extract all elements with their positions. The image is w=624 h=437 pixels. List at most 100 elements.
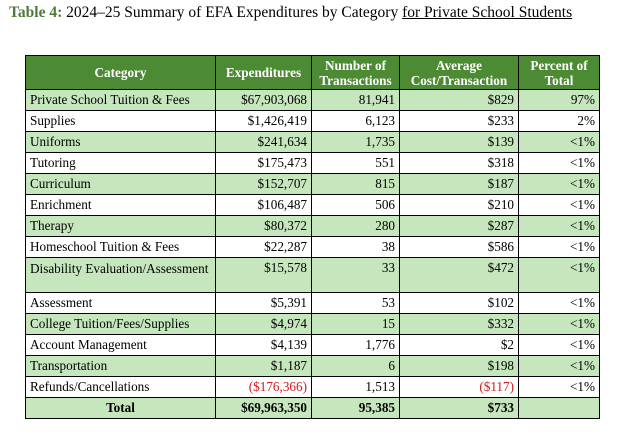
transactions-cell: 15	[311, 313, 400, 335]
avg-cost-cell: $233	[399, 110, 519, 132]
expenditures-cell: $175,473	[215, 152, 312, 174]
category-cell: Homeschool Tuition & Fees	[25, 236, 216, 258]
avg-cost-cell: $472	[399, 257, 519, 293]
category-cell: Private School Tuition & Fees	[25, 89, 216, 111]
category-cell: Account Management	[25, 334, 216, 356]
avg-cost-cell: $332	[399, 313, 519, 335]
category-cell: Curriculum	[25, 173, 216, 195]
table-title-underlined: for Private School Students	[402, 4, 573, 21]
category-cell: Therapy	[25, 215, 216, 237]
transactions-cell: 280	[311, 215, 400, 237]
expenditures-cell: $241,634	[215, 131, 312, 153]
transactions-cell: 81,941	[311, 89, 400, 111]
table-row: Tutoring $175,473 551 $318 <1%	[25, 152, 600, 174]
expenditures-cell: $22,287	[215, 236, 312, 258]
expenditures-cell: ($176,366)	[215, 376, 312, 398]
header-expenditures: Expenditures	[215, 55, 312, 90]
expenditures-cell: $106,487	[215, 194, 312, 216]
expenditures-cell: $5,391	[215, 292, 312, 314]
avg-cost-cell: $187	[399, 173, 519, 195]
percent-cell: 2%	[518, 110, 600, 132]
avg-cost-cell: $2	[399, 334, 519, 356]
total-label: Total	[25, 397, 216, 419]
transactions-cell: 53	[311, 292, 400, 314]
table-title: 2024–25 Summary of EFA Expenditures by C…	[66, 4, 399, 21]
expenditures-cell: $67,903,068	[215, 89, 312, 111]
total-percent	[518, 397, 600, 419]
percent-cell: <1%	[518, 152, 600, 174]
transactions-cell: 38	[311, 236, 400, 258]
percent-cell: <1%	[518, 236, 600, 258]
percent-cell: <1%	[518, 376, 600, 398]
avg-cost-cell: $287	[399, 215, 519, 237]
percent-cell: <1%	[518, 257, 600, 293]
table-row: Therapy $80,372 280 $287 <1%	[25, 215, 600, 237]
total-transactions: 95,385	[311, 397, 400, 419]
avg-cost-cell: $210	[399, 194, 519, 216]
table-row: Assessment $5,391 53 $102 <1%	[25, 292, 600, 314]
table-row: Curriculum $152,707 815 $187 <1%	[25, 173, 600, 195]
transactions-cell: 551	[311, 152, 400, 174]
transactions-cell: 1,776	[311, 334, 400, 356]
table-label: Table 4:	[9, 4, 63, 21]
expenditures-cell: $152,707	[215, 173, 312, 195]
expenditures-cell: $15,578	[215, 257, 312, 293]
expenditures-cell: $1,187	[215, 355, 312, 377]
header-average-cost: Average Cost/Transaction	[399, 55, 519, 90]
expenditures-table: Category Expenditures Number of Transacti…	[25, 55, 600, 419]
transactions-cell: 1,735	[311, 131, 400, 153]
expenditures-cell: $4,974	[215, 313, 312, 335]
category-cell: Assessment	[25, 292, 216, 314]
total-expenditures: $69,963,350	[215, 397, 312, 419]
category-cell: Tutoring	[25, 152, 216, 174]
category-cell: Supplies	[25, 110, 216, 132]
transactions-cell: 6	[311, 355, 400, 377]
transactions-cell: 33	[311, 257, 400, 293]
avg-cost-cell: $829	[399, 89, 519, 111]
header-transactions: Number of Transactions	[311, 55, 400, 90]
percent-cell: <1%	[518, 131, 600, 153]
avg-cost-cell: $318	[399, 152, 519, 174]
avg-cost-cell: ($117)	[399, 376, 519, 398]
header-percent: Percent of Total	[518, 55, 600, 90]
percent-cell: <1%	[518, 173, 600, 195]
table-row: Enrichment $106,487 506 $210 <1%	[25, 194, 600, 216]
category-cell: Refunds/Cancellations	[25, 376, 216, 398]
table-row: Account Management $4,139 1,776 $2 <1%	[25, 334, 600, 356]
header-category: Category	[25, 55, 216, 90]
table-row: Refunds/Cancellations ($176,366) 1,513 (…	[25, 376, 600, 398]
table-row: Transportation $1,187 6 $198 <1%	[25, 355, 600, 377]
table-row: Uniforms $241,634 1,735 $139 <1%	[25, 131, 600, 153]
table-row: Supplies $1,426,419 6,123 $233 2%	[25, 110, 600, 132]
table-row: Private School Tuition & Fees $67,903,06…	[25, 89, 600, 111]
table-row: College Tuition/Fees/Supplies $4,974 15 …	[25, 313, 600, 335]
transactions-cell: 506	[311, 194, 400, 216]
category-cell: Enrichment	[25, 194, 216, 216]
avg-cost-cell: $139	[399, 131, 519, 153]
category-cell: Uniforms	[25, 131, 216, 153]
avg-cost-cell: $586	[399, 236, 519, 258]
table-row: Homeschool Tuition & Fees $22,287 38 $58…	[25, 236, 600, 258]
expenditures-cell: $80,372	[215, 215, 312, 237]
table-row: Disability Evaluation/Assessment $15,578…	[25, 257, 600, 293]
expenditures-cell: $1,426,419	[215, 110, 312, 132]
total-avg-cost: $733	[399, 397, 519, 419]
percent-cell: <1%	[518, 292, 600, 314]
avg-cost-cell: $102	[399, 292, 519, 314]
category-cell: College Tuition/Fees/Supplies	[25, 313, 216, 335]
header-row: Category Expenditures Number of Transacti…	[25, 55, 600, 90]
table-caption: Table 4: 2024–25 Summary of EFA Expendit…	[9, 4, 572, 22]
percent-cell: <1%	[518, 194, 600, 216]
total-row: Total $69,963,350 95,385 $733	[25, 397, 600, 419]
category-cell: Disability Evaluation/Assessment	[25, 257, 216, 293]
percent-cell: <1%	[518, 313, 600, 335]
percent-cell: <1%	[518, 215, 600, 237]
percent-cell: <1%	[518, 334, 600, 356]
transactions-cell: 815	[311, 173, 400, 195]
expenditures-cell: $4,139	[215, 334, 312, 356]
percent-cell: <1%	[518, 355, 600, 377]
transactions-cell: 1,513	[311, 376, 400, 398]
category-cell: Transportation	[25, 355, 216, 377]
avg-cost-cell: $198	[399, 355, 519, 377]
percent-cell: 97%	[518, 89, 600, 111]
